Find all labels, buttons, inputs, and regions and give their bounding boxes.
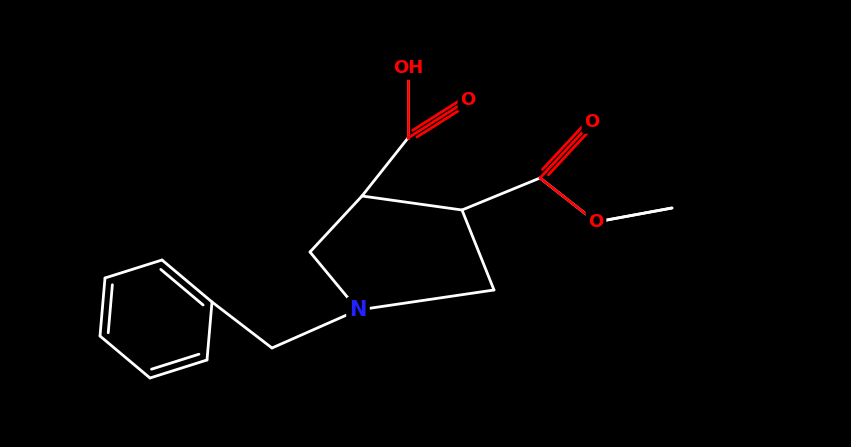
Text: O: O <box>588 213 603 231</box>
Text: OH: OH <box>393 59 423 77</box>
Text: O: O <box>460 91 476 109</box>
Text: N: N <box>349 300 367 320</box>
Text: O: O <box>585 113 600 131</box>
